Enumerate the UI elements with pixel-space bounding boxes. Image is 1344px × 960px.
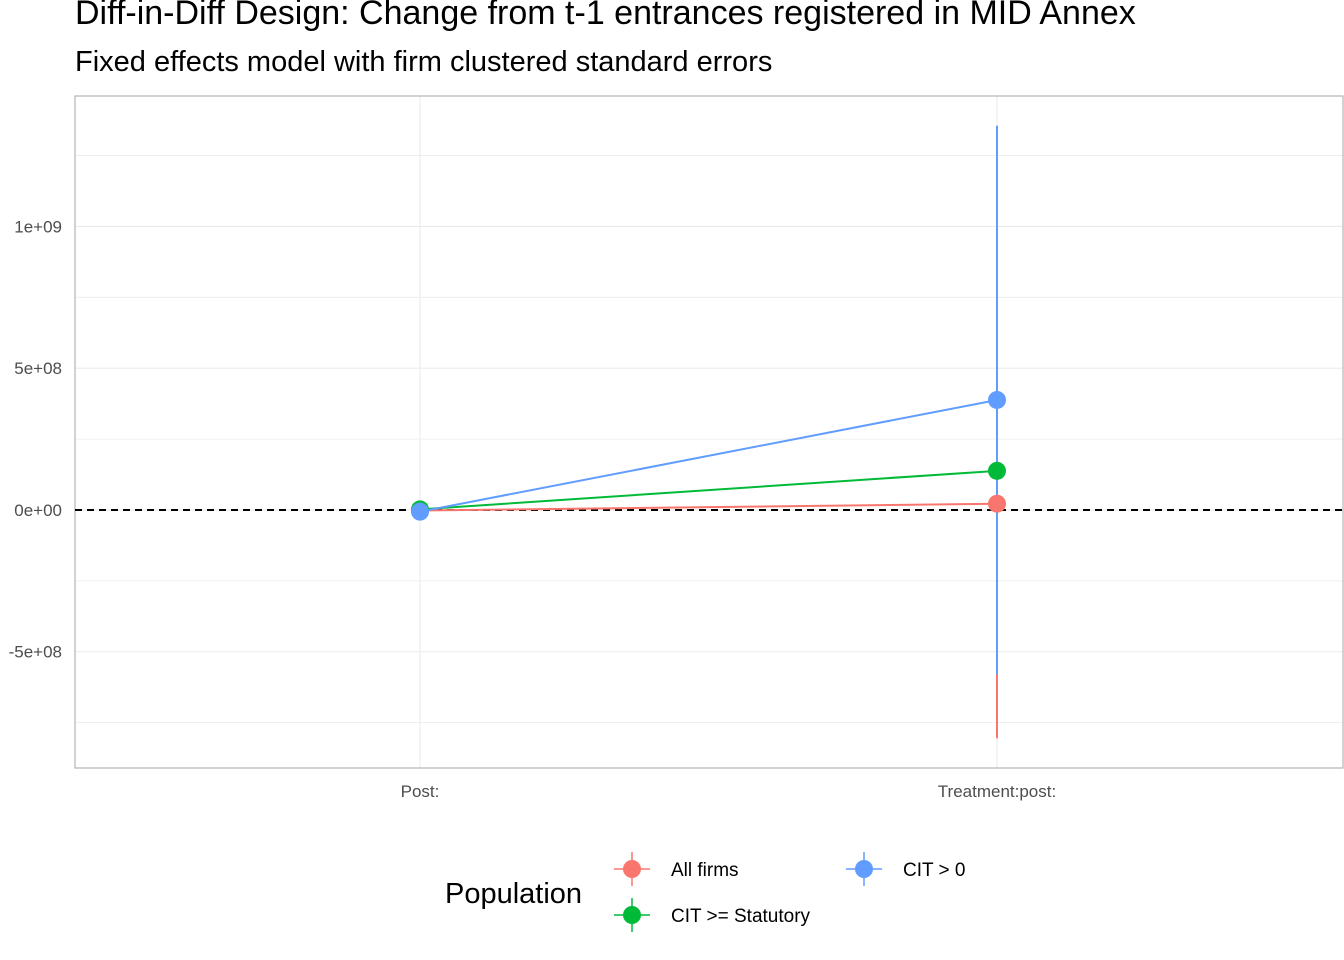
x-tick-label: Treatment:post:: [938, 782, 1056, 801]
legend-key-point: [855, 860, 873, 878]
legend-label: CIT >= Statutory: [671, 906, 811, 927]
chart-subtitle: Fixed effects model with firm clustered …: [75, 46, 773, 78]
legend-label: All firms: [671, 860, 739, 881]
series-line: [419, 469, 998, 511]
y-tick-label: -5e+08: [9, 643, 62, 662]
legend-item: CIT >= Statutory: [614, 898, 811, 932]
legend-item: All firms: [614, 852, 739, 886]
series-line: [419, 502, 998, 512]
point-estimate: [411, 502, 429, 521]
point-estimate: [988, 461, 1006, 480]
legend-label: CIT > 0: [903, 860, 965, 881]
y-tick-label: 0e+00: [14, 501, 62, 520]
grid-lines: [74, 95, 1344, 769]
y-tick-label: 1e+09: [14, 217, 62, 236]
legend-key-point: [623, 906, 641, 924]
chart-title: Diff-in-Diff Design: Change from t-1 ent…: [75, 0, 1136, 32]
legend-item: CIT > 0: [846, 852, 965, 886]
y-tick-label: 5e+08: [14, 359, 62, 378]
legend-title: Population: [445, 878, 582, 910]
point-estimate: [988, 390, 1006, 409]
legend: Population All firms CIT >= Statutory CIT >…: [445, 852, 965, 932]
axis-labels: -5e+08 0e+00 5e+08 1e+09 Post: Treatment:post…: [9, 217, 1057, 801]
point-estimate: [988, 494, 1006, 513]
x-tick-label: Post:: [401, 782, 440, 801]
legend-key-point: [623, 860, 641, 878]
series-line: [419, 398, 998, 513]
panel-border: [74, 95, 1344, 769]
series-layer: [75, 125, 1343, 739]
